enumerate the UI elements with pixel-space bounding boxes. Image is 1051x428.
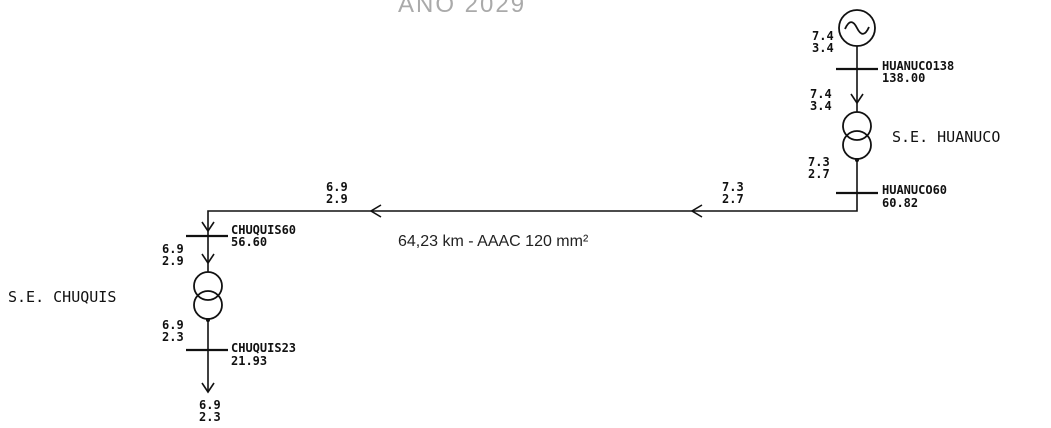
huanuco-tx-in-q: 3.4 <box>810 99 832 113</box>
chuquis-tx-out-p: 6.9 <box>162 318 184 332</box>
flow-arrow-left-icon <box>690 204 703 218</box>
chuquis-tx-in-p: 6.9 <box>162 242 184 256</box>
huanuco-tx-out-p: 7.3 <box>808 155 830 169</box>
huanuco-tx-out-q: 2.7 <box>808 167 830 181</box>
bus-chuquis60-name: CHUQUIS60 <box>231 223 296 237</box>
substation-chuquis-label: S.E. CHUQUIS <box>8 288 116 306</box>
bus-chuquis23-name: CHUQUIS23 <box>231 341 296 355</box>
line-send-q: 2.7 <box>722 192 744 206</box>
flow-arrow-down-icon <box>201 221 215 233</box>
huanuco-tx-in-p: 7.4 <box>810 87 832 101</box>
transformer-huanuco-icon <box>842 111 872 162</box>
load-p: 6.9 <box>199 398 221 412</box>
flow-arrow-down-icon <box>850 93 864 105</box>
chuquis-tx-in-q: 2.9 <box>162 254 184 268</box>
bus-huanuco60-kv: 60.82 <box>882 196 918 210</box>
bus-huanuco138-kv: 138.00 <box>882 71 925 85</box>
line-receive-q: 2.9 <box>326 192 348 206</box>
bus-huanuco60-name: HUANUCO60 <box>882 183 947 197</box>
line-receive-p: 6.9 <box>326 180 348 194</box>
line-send-p: 7.3 <box>722 180 744 194</box>
bus-chuquis60-kv: 56.60 <box>231 235 267 249</box>
generator-q: 3.4 <box>812 41 834 55</box>
line-spec-label: 64,23 km - AAAC 120 mm² <box>398 233 589 250</box>
flow-arrow-left-icon <box>369 204 382 218</box>
bus-chuquis23-kv: 21.93 <box>231 354 267 368</box>
diagram-title: AÑO 2029 <box>398 0 526 18</box>
generator-icon <box>838 9 876 47</box>
substation-huanuco-label: S.E. HUANUCO <box>892 128 1000 146</box>
bus-huanuco138-name: HUANUCO138 <box>882 59 954 73</box>
flow-arrow-down-icon <box>201 253 215 265</box>
transmission-line <box>207 193 858 236</box>
transformer-chuquis-icon <box>193 271 223 322</box>
generator-p: 7.4 <box>812 29 834 43</box>
load-arrow-icon <box>201 382 215 394</box>
load-q: 2.3 <box>199 410 221 424</box>
chuquis-tx-out-q: 2.3 <box>162 330 184 344</box>
